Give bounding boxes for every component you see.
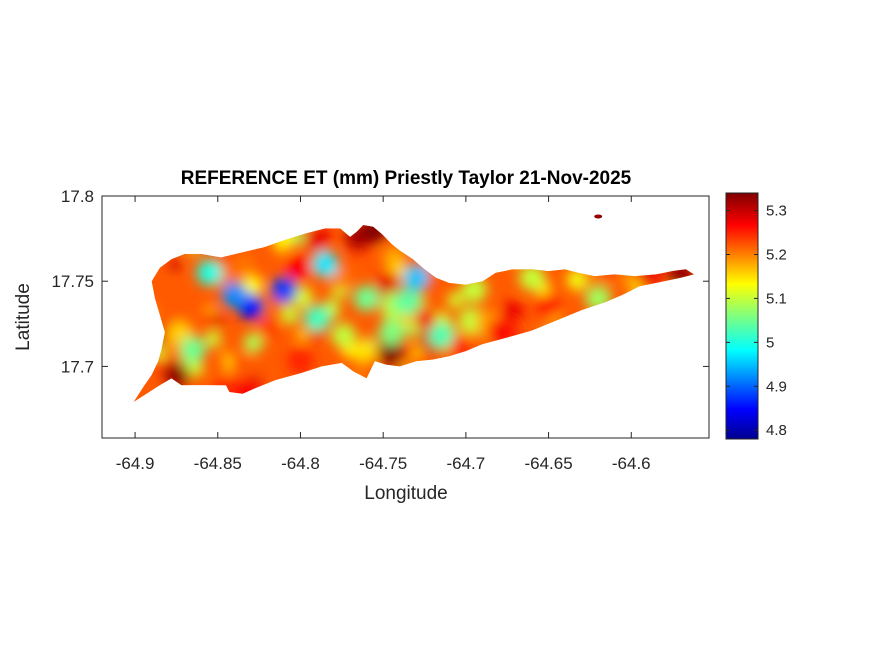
x-tick-label: -64.7	[446, 454, 485, 473]
x-tick-label: -64.85	[194, 454, 242, 473]
x-tick-label: -64.6	[612, 454, 651, 473]
field-zone	[270, 276, 297, 303]
field-cell	[204, 330, 222, 348]
field-zone	[361, 225, 388, 244]
field-zone	[403, 264, 430, 291]
field-cell	[243, 332, 264, 353]
x-tick-label: -64.75	[359, 454, 407, 473]
field-zone	[179, 336, 206, 363]
field-zone	[535, 293, 562, 320]
field-zone	[353, 285, 380, 312]
x-axis-label: Longitude	[364, 483, 447, 504]
x-tick-label: -64.9	[116, 454, 155, 473]
field-zone	[155, 285, 182, 312]
y-tick-label: 17.7	[61, 357, 94, 376]
colorbar-tick-label: 4.8	[766, 422, 787, 439]
field-zone	[304, 305, 331, 332]
chart-title: REFERENCE ET (mm) Priestly Taylor 21-Nov…	[181, 168, 632, 189]
y-axis-label: Latitude	[13, 283, 34, 351]
field-cell	[258, 317, 280, 340]
isolated-cell	[594, 214, 603, 219]
field-cell	[281, 306, 299, 325]
y-tick-label: 17.8	[61, 187, 94, 206]
field-zone	[428, 322, 455, 349]
island-base-fill	[133, 225, 695, 403]
field-zone	[312, 251, 339, 278]
field-cell	[202, 313, 214, 325]
field-cell	[286, 255, 312, 281]
field-zone	[378, 339, 405, 366]
field-zone	[394, 288, 421, 315]
field-cell	[566, 268, 589, 291]
x-tick-label: -64.65	[524, 454, 572, 473]
colorbar-tick-label: 4.9	[766, 378, 787, 395]
y-tick-label: 17.75	[51, 272, 94, 291]
field-cell	[331, 322, 356, 348]
field-cell	[447, 292, 464, 309]
field-cell	[341, 345, 355, 358]
field-cell	[296, 328, 309, 342]
field-cell	[502, 300, 524, 322]
field-cell	[380, 272, 392, 285]
colorbar-tick-label: 5	[766, 334, 774, 351]
field-cell	[234, 253, 255, 273]
field-cell	[351, 339, 376, 364]
x-tick-label: -64.8	[281, 454, 320, 473]
colorbar-tick-label: 5.3	[766, 203, 787, 220]
colorbar	[725, 192, 759, 440]
colorbar-tick-label: 5.2	[766, 247, 787, 264]
field-cell	[401, 314, 414, 327]
field-zone	[287, 348, 314, 375]
colorbar-tick-label: 5.1	[766, 290, 787, 307]
field-zone	[229, 353, 256, 380]
field-zone	[519, 264, 546, 291]
field-cell	[407, 342, 426, 361]
field-cell	[291, 286, 314, 308]
field-zone	[196, 259, 223, 286]
field-cell	[169, 258, 182, 271]
field-cell	[414, 309, 437, 331]
field-zone	[378, 319, 405, 346]
field-zone	[221, 281, 248, 308]
